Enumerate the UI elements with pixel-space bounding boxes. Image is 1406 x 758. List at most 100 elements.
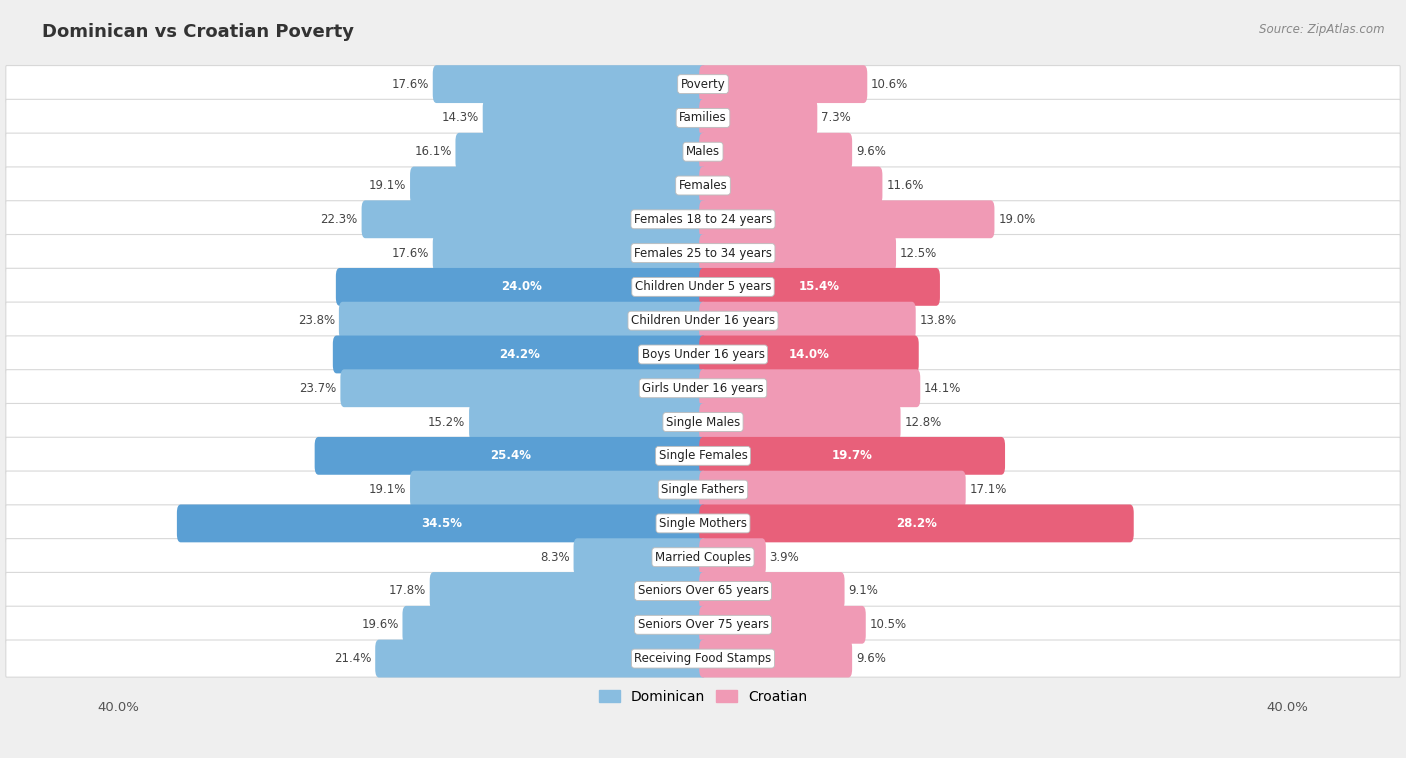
FancyBboxPatch shape <box>6 336 1400 373</box>
Text: 17.6%: 17.6% <box>392 246 429 259</box>
FancyBboxPatch shape <box>699 403 901 441</box>
FancyBboxPatch shape <box>699 268 941 305</box>
Text: Source: ZipAtlas.com: Source: ZipAtlas.com <box>1260 23 1385 36</box>
FancyBboxPatch shape <box>456 133 707 171</box>
Text: 8.3%: 8.3% <box>540 551 569 564</box>
Text: Males: Males <box>686 146 720 158</box>
FancyBboxPatch shape <box>699 336 918 374</box>
Text: 16.1%: 16.1% <box>415 146 451 158</box>
Text: Poverty: Poverty <box>681 77 725 91</box>
Text: 19.6%: 19.6% <box>361 619 399 631</box>
FancyBboxPatch shape <box>177 505 707 542</box>
Text: 23.8%: 23.8% <box>298 314 335 327</box>
Text: 40.0%: 40.0% <box>1267 701 1309 714</box>
FancyBboxPatch shape <box>433 65 707 103</box>
FancyBboxPatch shape <box>340 369 707 407</box>
Text: 7.3%: 7.3% <box>821 111 851 124</box>
Text: 19.1%: 19.1% <box>368 483 406 496</box>
Text: Married Couples: Married Couples <box>655 551 751 564</box>
Text: 19.1%: 19.1% <box>368 179 406 192</box>
Text: Females: Females <box>679 179 727 192</box>
FancyBboxPatch shape <box>699 133 852 171</box>
FancyBboxPatch shape <box>433 234 707 272</box>
Text: Boys Under 16 years: Boys Under 16 years <box>641 348 765 361</box>
FancyBboxPatch shape <box>336 268 707 305</box>
FancyBboxPatch shape <box>6 640 1400 677</box>
Text: 9.6%: 9.6% <box>856 652 886 665</box>
FancyBboxPatch shape <box>6 167 1400 204</box>
FancyBboxPatch shape <box>699 572 845 610</box>
FancyBboxPatch shape <box>699 606 866 644</box>
Text: Females 18 to 24 years: Females 18 to 24 years <box>634 213 772 226</box>
FancyBboxPatch shape <box>699 369 921 407</box>
Text: Receiving Food Stamps: Receiving Food Stamps <box>634 652 772 665</box>
FancyBboxPatch shape <box>402 606 707 644</box>
Legend: Dominican, Croatian: Dominican, Croatian <box>593 684 813 709</box>
Text: 22.3%: 22.3% <box>321 213 357 226</box>
FancyBboxPatch shape <box>6 539 1400 576</box>
FancyBboxPatch shape <box>6 505 1400 542</box>
FancyBboxPatch shape <box>361 200 707 238</box>
Text: 10.6%: 10.6% <box>872 77 908 91</box>
FancyBboxPatch shape <box>411 471 707 509</box>
Text: Families: Families <box>679 111 727 124</box>
Text: Dominican vs Croatian Poverty: Dominican vs Croatian Poverty <box>42 23 354 41</box>
FancyBboxPatch shape <box>699 640 852 678</box>
Text: 40.0%: 40.0% <box>97 701 139 714</box>
Text: Single Fathers: Single Fathers <box>661 483 745 496</box>
Text: Single Mothers: Single Mothers <box>659 517 747 530</box>
Text: Single Females: Single Females <box>658 449 748 462</box>
Text: 19.7%: 19.7% <box>832 449 873 462</box>
FancyBboxPatch shape <box>6 606 1400 644</box>
Text: 34.5%: 34.5% <box>422 517 463 530</box>
Text: 19.0%: 19.0% <box>998 213 1035 226</box>
FancyBboxPatch shape <box>6 99 1400 136</box>
FancyBboxPatch shape <box>470 403 707 441</box>
Text: 14.1%: 14.1% <box>924 382 962 395</box>
FancyBboxPatch shape <box>6 302 1400 340</box>
Text: 28.2%: 28.2% <box>896 517 936 530</box>
Text: 24.0%: 24.0% <box>501 280 541 293</box>
Text: 15.4%: 15.4% <box>799 280 839 293</box>
Text: Seniors Over 65 years: Seniors Over 65 years <box>637 584 769 597</box>
FancyBboxPatch shape <box>6 403 1400 440</box>
FancyBboxPatch shape <box>315 437 707 475</box>
FancyBboxPatch shape <box>699 234 896 272</box>
FancyBboxPatch shape <box>6 65 1400 103</box>
FancyBboxPatch shape <box>482 99 707 137</box>
Text: Children Under 16 years: Children Under 16 years <box>631 314 775 327</box>
Text: 14.3%: 14.3% <box>441 111 479 124</box>
FancyBboxPatch shape <box>6 370 1400 407</box>
FancyBboxPatch shape <box>699 65 868 103</box>
FancyBboxPatch shape <box>6 234 1400 271</box>
FancyBboxPatch shape <box>375 640 707 678</box>
Text: 15.2%: 15.2% <box>427 415 465 428</box>
Text: 23.7%: 23.7% <box>299 382 336 395</box>
FancyBboxPatch shape <box>6 437 1400 475</box>
Text: 12.5%: 12.5% <box>900 246 936 259</box>
FancyBboxPatch shape <box>6 471 1400 508</box>
Text: 9.1%: 9.1% <box>848 584 879 597</box>
Text: 13.8%: 13.8% <box>920 314 956 327</box>
FancyBboxPatch shape <box>574 538 707 576</box>
FancyBboxPatch shape <box>339 302 707 340</box>
Text: 24.2%: 24.2% <box>499 348 540 361</box>
FancyBboxPatch shape <box>6 201 1400 238</box>
FancyBboxPatch shape <box>699 200 994 238</box>
Text: 14.0%: 14.0% <box>789 348 830 361</box>
Text: 9.6%: 9.6% <box>856 146 886 158</box>
Text: 12.8%: 12.8% <box>904 415 942 428</box>
Text: 25.4%: 25.4% <box>491 449 531 462</box>
Text: 17.6%: 17.6% <box>392 77 429 91</box>
Text: 11.6%: 11.6% <box>886 179 924 192</box>
Text: Females 25 to 34 years: Females 25 to 34 years <box>634 246 772 259</box>
Text: 17.1%: 17.1% <box>970 483 1007 496</box>
Text: Children Under 5 years: Children Under 5 years <box>634 280 772 293</box>
Text: Single Males: Single Males <box>666 415 740 428</box>
FancyBboxPatch shape <box>6 133 1400 171</box>
Text: 17.8%: 17.8% <box>388 584 426 597</box>
FancyBboxPatch shape <box>6 268 1400 305</box>
FancyBboxPatch shape <box>699 471 966 509</box>
FancyBboxPatch shape <box>699 538 766 576</box>
FancyBboxPatch shape <box>411 167 707 205</box>
